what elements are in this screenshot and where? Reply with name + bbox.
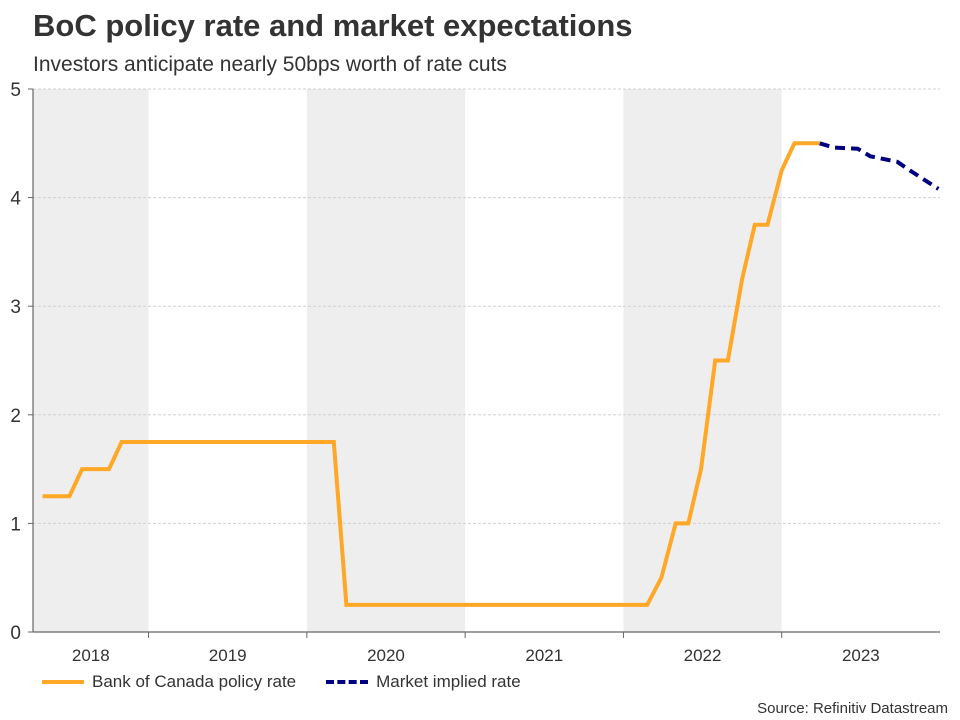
- chart-subtitle: Investors anticipate nearly 50bps worth …: [33, 53, 507, 76]
- y-tick-label: 5: [10, 80, 21, 101]
- legend-item-market-rate: Market implied rate: [326, 672, 521, 692]
- x-tick-label: 2022: [684, 646, 722, 665]
- chart-title: BoC policy rate and market expectations: [33, 8, 633, 43]
- x-tick-label: 2018: [72, 646, 110, 665]
- year-band: [623, 89, 782, 632]
- y-tick-label: 0: [10, 623, 21, 644]
- y-tick-label: 1: [10, 514, 21, 535]
- gridlines: [33, 88, 940, 524]
- legend-label: Market implied rate: [376, 672, 521, 691]
- x-tick-label: 2020: [367, 646, 405, 665]
- series-lines: [42, 141, 940, 607]
- series-policy-rate: [42, 141, 820, 607]
- x-tick-labels: 2018 2019 2020 2021 2022 2023: [72, 646, 880, 665]
- legend: Bank of Canada policy rate Market implie…: [42, 672, 551, 692]
- axes: [28, 88, 940, 638]
- series-market-implied-rate: [819, 141, 940, 191]
- y-tick-label: 2: [10, 406, 21, 427]
- source-note: Source: Refinitiv Datastream: [757, 700, 948, 717]
- y-tick-label: 3: [10, 297, 21, 318]
- legend-swatch-solid-icon: [42, 680, 84, 684]
- year-band: [33, 89, 149, 632]
- year-bands: [33, 89, 782, 632]
- legend-label: Bank of Canada policy rate: [92, 672, 297, 691]
- x-tick-label: 2023: [842, 646, 880, 665]
- year-band: [306, 89, 466, 632]
- x-tick-label: 2019: [209, 646, 247, 665]
- x-tick-label: 2021: [525, 646, 563, 665]
- y-tick-label: 4: [10, 189, 21, 210]
- legend-swatch-dashed-icon: [326, 680, 369, 684]
- y-tick-labels: 0 1 2 3 4 5: [10, 80, 21, 644]
- legend-item-policy-rate: Bank of Canada policy rate: [42, 672, 296, 692]
